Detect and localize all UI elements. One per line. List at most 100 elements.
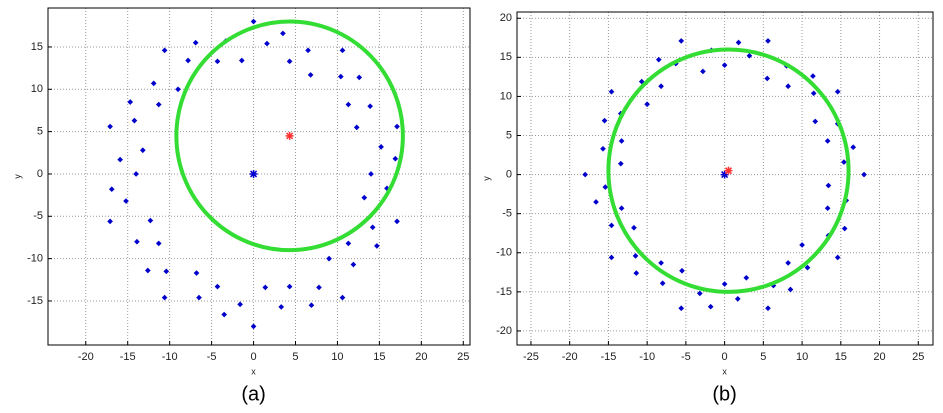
point [350, 261, 357, 268]
point [765, 38, 771, 44]
point [608, 222, 615, 229]
x-tick-label: 20 [415, 351, 427, 363]
center-marker [720, 170, 729, 179]
point [369, 224, 376, 231]
point [221, 311, 228, 318]
point [700, 68, 706, 75]
y-tick-label: -15 [496, 286, 512, 298]
point [618, 138, 625, 144]
x-tick-label: -10 [162, 351, 178, 363]
point [139, 147, 146, 154]
point [617, 160, 624, 167]
point [743, 274, 750, 281]
point [127, 99, 134, 105]
point [353, 124, 360, 131]
y-tick-label: -10 [496, 247, 512, 259]
y-tick-label: 15 [31, 41, 43, 53]
point [107, 218, 113, 225]
point [123, 198, 129, 204]
point [161, 294, 168, 301]
point [367, 103, 373, 110]
axes-frame [516, 11, 934, 346]
x-tick-label: 0 [722, 351, 728, 363]
point [764, 75, 771, 82]
point [787, 286, 794, 293]
point [316, 284, 322, 291]
point [765, 305, 771, 312]
point [392, 155, 399, 162]
point [150, 80, 157, 87]
point [356, 74, 363, 81]
y-tick-label: 0 [506, 168, 512, 180]
point [593, 199, 599, 205]
plot-area [48, 8, 470, 345]
center-marker [285, 131, 294, 140]
point [147, 217, 154, 224]
point [117, 156, 123, 163]
axes-frame [47, 7, 471, 346]
x-tick-label: -15 [120, 351, 136, 363]
point [163, 268, 170, 275]
point [145, 267, 151, 274]
fit-circle [174, 19, 405, 253]
point [679, 267, 685, 274]
x-tick-label: 25 [912, 351, 924, 363]
point [608, 88, 615, 95]
caption: (b) [712, 383, 736, 405]
y-tick-label: 15 [500, 51, 512, 63]
point [659, 280, 666, 287]
point [658, 83, 664, 90]
y-axis-label: y [12, 174, 22, 179]
point [307, 72, 314, 78]
point [644, 101, 650, 108]
x-tick-label: -20 [562, 351, 578, 363]
point [735, 39, 742, 46]
point [214, 283, 221, 290]
point [155, 101, 162, 108]
point [250, 18, 257, 25]
y-tick-label: -5 [502, 208, 512, 220]
x-tick-label: -20 [78, 351, 94, 363]
point [678, 38, 685, 44]
point [582, 171, 588, 178]
caption: (a) [241, 383, 265, 405]
y-axis-label: y [481, 176, 491, 181]
point [631, 224, 637, 231]
point [633, 270, 640, 276]
x-tick-label: -25 [523, 351, 539, 363]
point [250, 323, 257, 330]
x-axis-label: x [251, 366, 256, 376]
point [155, 240, 162, 247]
y-tick-label: -10 [27, 253, 43, 265]
point [133, 171, 139, 177]
point [721, 62, 728, 68]
y-tick-label: 5 [37, 126, 43, 138]
fit-circle [606, 47, 851, 294]
y-tick-label: -5 [33, 210, 43, 222]
y-tick-label: 10 [500, 90, 512, 102]
point [658, 260, 664, 266]
point [237, 301, 243, 308]
point [618, 205, 625, 212]
point [378, 144, 384, 150]
x-tick-label: 5 [292, 351, 298, 363]
x-tick-label: 15 [373, 351, 385, 363]
point [131, 117, 138, 124]
x-tick-label: 25 [457, 351, 469, 363]
x-tick-label: -5 [207, 351, 217, 363]
point [850, 144, 857, 151]
point [368, 171, 374, 177]
x-tick-label: -10 [639, 351, 655, 363]
x-tick-label: 0 [250, 351, 256, 363]
point [834, 88, 841, 95]
x-axis-label: x [722, 366, 727, 376]
point [339, 294, 346, 301]
center-marker [249, 169, 258, 178]
point [134, 238, 140, 245]
point [810, 90, 817, 97]
x-tick-label: -15 [600, 351, 616, 363]
x-tick-label: 15 [835, 351, 847, 363]
point [825, 182, 832, 189]
point [345, 240, 352, 247]
